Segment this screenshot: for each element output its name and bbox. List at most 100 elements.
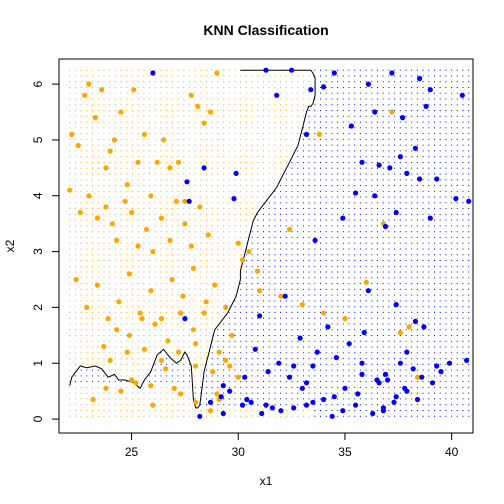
grid-cell [257,375,259,377]
grid-cell [114,260,116,261]
grid-cell [143,92,145,94]
grid-cell [97,69,99,71]
grid-cell [439,311,441,313]
grid-cell [74,294,76,296]
grid-cell [451,110,453,111]
grid-cell [131,162,133,163]
grid-cell [451,213,453,215]
grid-cell [320,231,321,233]
data-point-blue [353,190,359,196]
grid-cell [377,231,378,233]
grid-cell [217,306,219,308]
grid-cell [97,346,99,348]
grid-cell [131,92,133,94]
grid-cell [456,265,458,267]
grid-cell [274,277,276,279]
grid-cell [445,260,447,261]
grid-cell [120,415,122,417]
grid-cell [194,335,196,336]
grid-cell [211,173,213,175]
grid-cell [69,248,71,250]
grid-cell [177,92,179,94]
grid-cell [126,369,128,371]
grid-cell [143,265,145,267]
grid-cell [416,392,418,394]
grid-cell [308,306,310,308]
grid-cell [325,410,327,411]
grid-cell [325,398,327,400]
data-point-blue [410,366,416,372]
grid-cell [154,133,156,135]
grid-cell [86,236,88,238]
grid-cell [320,363,321,365]
grid-cell [331,150,333,152]
grid-cell [377,392,378,394]
grid-cell [451,381,453,383]
grid-cell [399,404,401,406]
grid-cell [371,81,373,83]
grid-cell [245,300,247,302]
grid-cell [194,375,196,377]
grid-cell [439,190,441,192]
grid-cell [211,92,213,94]
grid-cell [359,277,361,279]
grid-cell [280,138,282,140]
grid-cell [97,173,99,175]
grid-cell [109,213,111,215]
grid-cell [149,410,150,411]
grid-cell [456,208,458,210]
grid-cell [131,294,133,296]
grid-cell [177,81,179,83]
grid-cell [405,127,407,129]
grid-cell [365,363,367,365]
grid-cell [149,138,150,140]
grid-cell [74,144,76,146]
data-point-blue [404,170,410,176]
grid-cell [166,219,168,221]
grid-cell [325,288,327,290]
grid-cell [428,133,430,135]
grid-cell [251,294,253,296]
grid-cell [240,225,242,227]
grid-cell [97,329,99,331]
grid-cell [137,254,139,256]
grid-cell [280,110,282,111]
grid-cell [337,225,339,227]
grid-cell [131,277,133,279]
grid-cell [268,121,270,123]
grid-cell [348,265,350,267]
grid-cell [206,127,207,129]
grid-cell [280,196,282,198]
grid-cell [69,115,71,117]
grid-cell [411,213,413,215]
grid-cell [337,121,339,123]
grid-cell [69,375,71,377]
data-point-blue [321,84,327,90]
grid-cell [143,260,145,261]
grid-cell [183,196,185,198]
grid-cell [120,236,122,238]
grid-cell [194,300,196,302]
data-point-blue [331,394,337,400]
grid-cell [149,98,150,100]
grid-cell [69,265,71,267]
grid-cell [166,127,168,129]
grid-cell [348,260,350,261]
grid-cell [445,162,447,163]
grid-cell [143,150,145,152]
grid-cell [285,369,287,371]
grid-cell [137,104,139,106]
grid-cell [160,150,162,152]
grid-cell [177,265,179,267]
grid-cell [217,381,219,383]
grid-cell [74,75,76,77]
grid-cell [69,150,71,152]
grid-cell [188,329,190,331]
grid-cell [69,358,71,360]
grid-cell [126,410,128,411]
grid-cell [149,323,150,325]
grid-cell [154,386,156,388]
data-point-blue [421,324,427,330]
grid-cell [69,162,71,163]
grid-cell [354,306,356,308]
